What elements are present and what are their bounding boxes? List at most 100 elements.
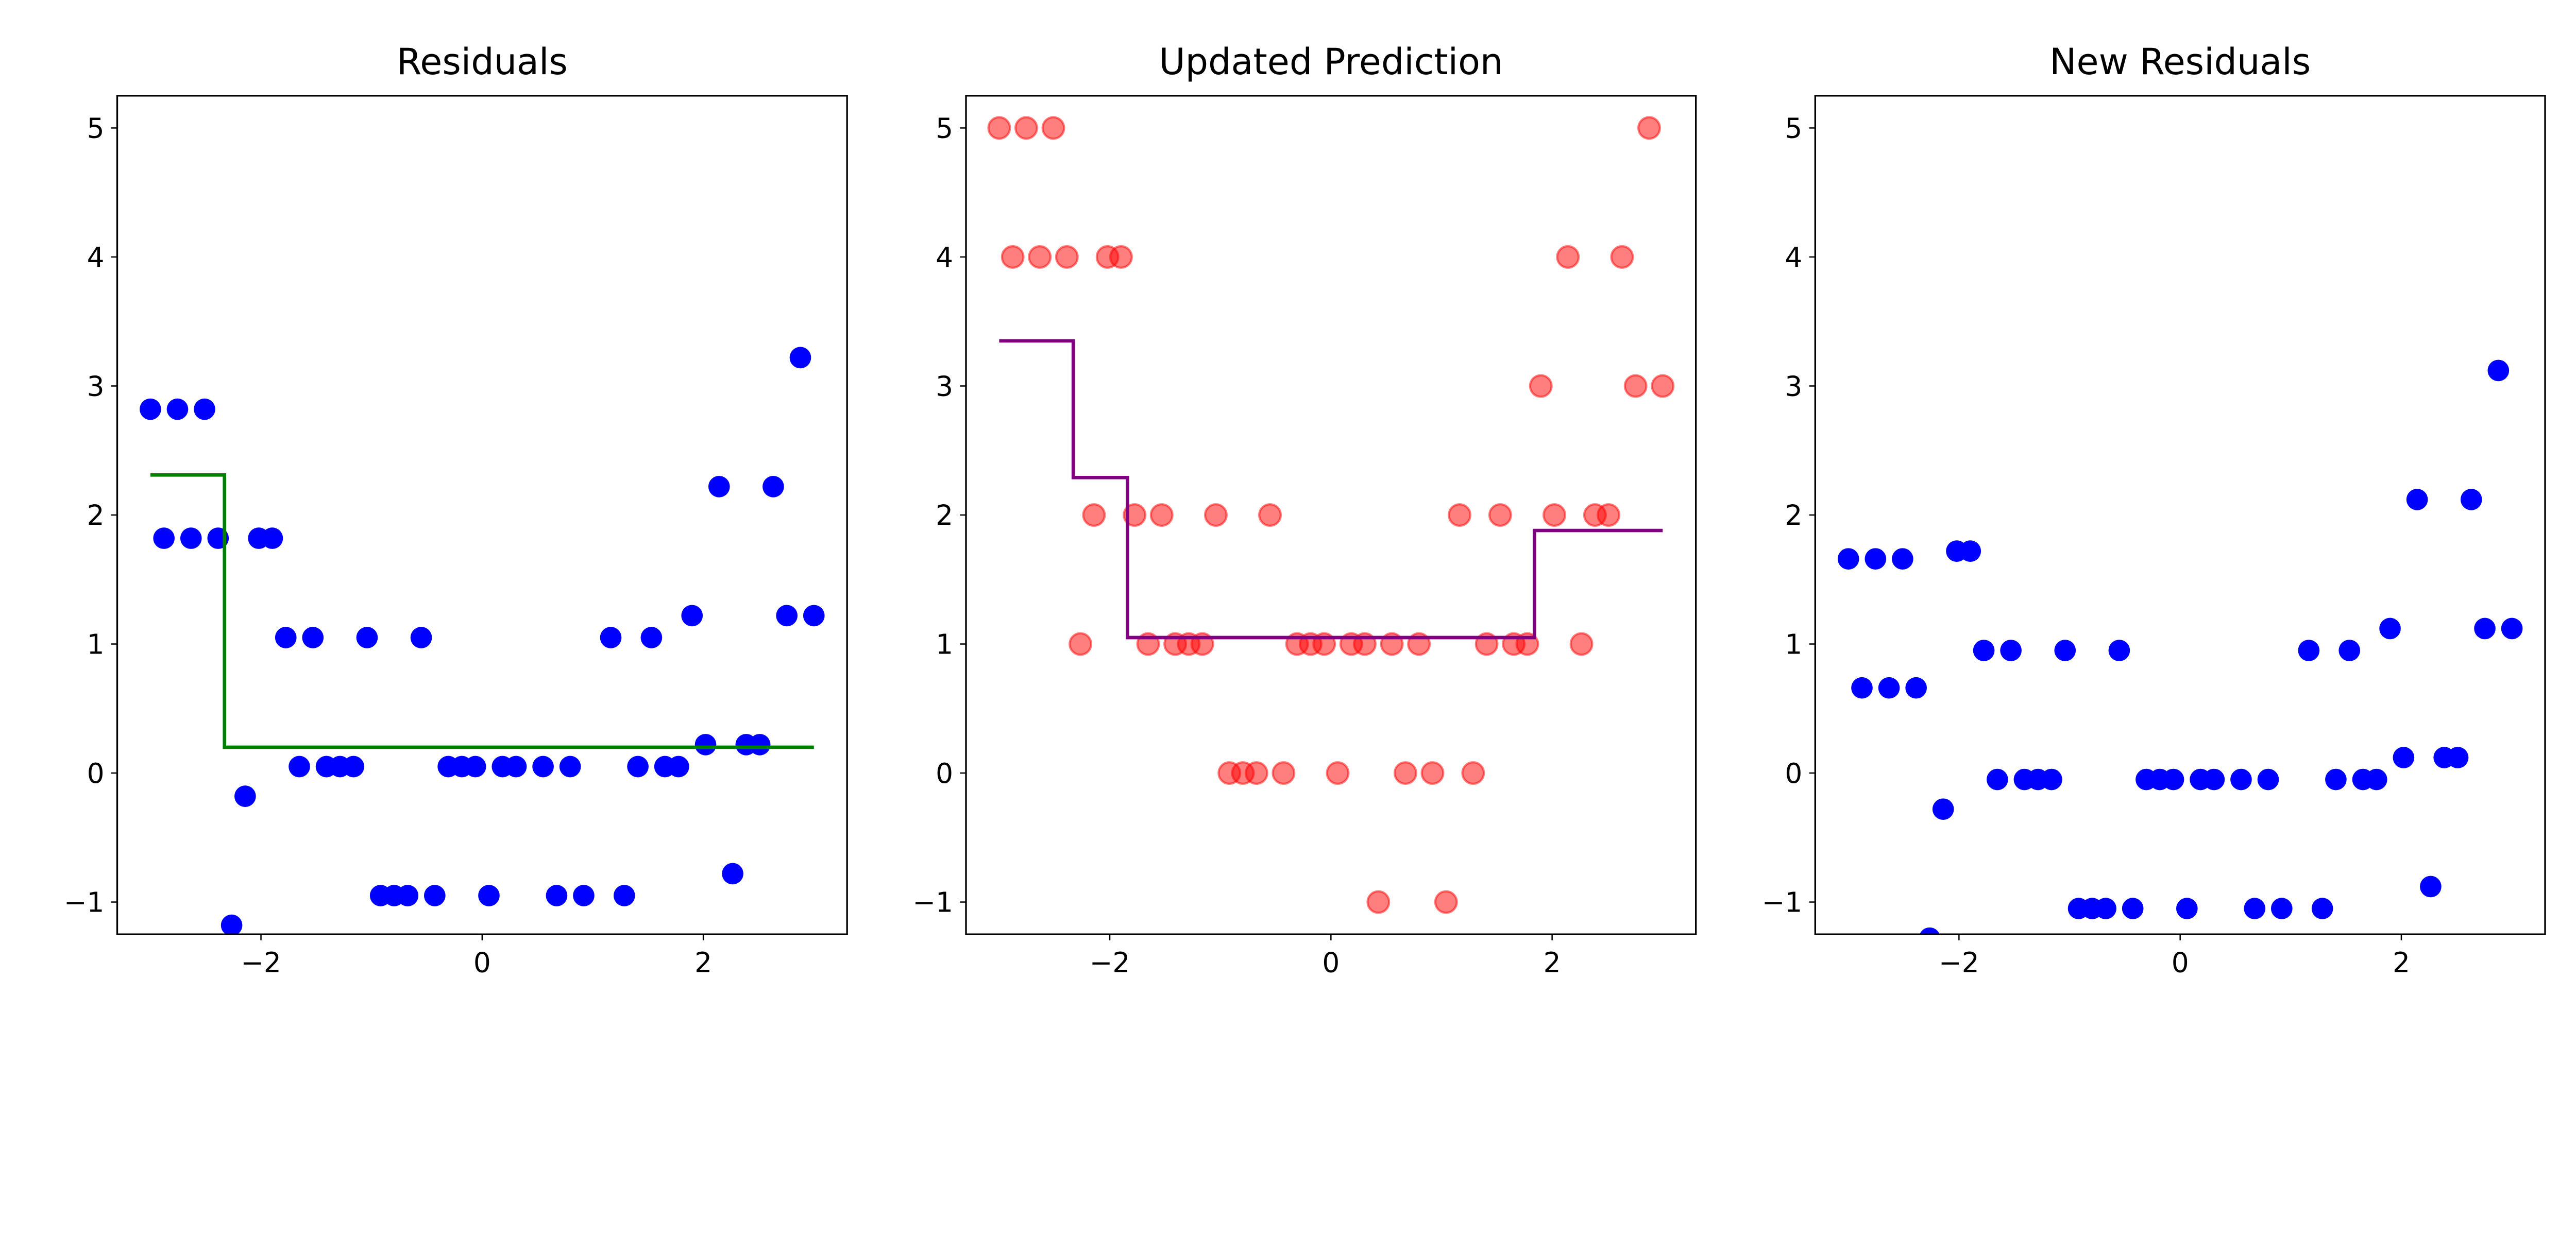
data-point xyxy=(464,756,486,778)
data-point xyxy=(302,627,324,648)
data-point xyxy=(1610,245,1634,269)
data-point xyxy=(776,605,798,627)
chart-title: Residuals xyxy=(397,41,568,83)
data-point xyxy=(2393,747,2415,768)
data-point xyxy=(694,734,717,756)
data-point xyxy=(2379,617,2401,640)
data-point xyxy=(2162,768,2184,791)
y-tick-label: 0 xyxy=(936,757,953,789)
data-point xyxy=(1919,927,1940,935)
data-point xyxy=(1123,503,1147,527)
data-point xyxy=(2298,640,2320,661)
data-point xyxy=(1448,503,1471,527)
y-tick-label: 1 xyxy=(1785,628,1802,661)
data-point xyxy=(640,627,663,648)
data-point xyxy=(1651,374,1675,398)
plot-area xyxy=(140,347,825,1030)
data-point xyxy=(1878,677,1900,699)
data-point xyxy=(627,756,649,778)
data-point xyxy=(1556,245,1580,269)
subplot-1: Residuals −2 0 2 −1 0 1 2 3 4 5 xyxy=(64,41,848,1030)
data-point xyxy=(1488,503,1512,527)
data-point xyxy=(140,398,161,420)
plot-area xyxy=(987,116,1675,914)
data-point xyxy=(1623,374,1648,398)
data-point xyxy=(762,476,784,497)
data-point xyxy=(1041,116,1065,140)
data-point xyxy=(1272,761,1296,785)
data-point xyxy=(289,756,310,778)
data-point xyxy=(681,605,703,627)
data-point xyxy=(1461,761,1485,785)
data-point xyxy=(2365,768,2387,791)
data-point xyxy=(2122,898,2144,919)
data-point xyxy=(1149,503,1174,527)
data-point xyxy=(2095,898,2116,919)
data-point xyxy=(424,885,446,906)
data-point xyxy=(2406,489,2428,510)
data-point xyxy=(153,527,175,549)
data-point xyxy=(1865,548,1887,570)
x-tick-label: −2 xyxy=(241,947,281,979)
data-point xyxy=(1055,245,1079,269)
data-point xyxy=(275,627,297,648)
y-tick-label: 0 xyxy=(87,757,105,789)
y-tick-label: 5 xyxy=(1785,112,1802,145)
data-point xyxy=(1366,890,1391,914)
y-tick-label: 3 xyxy=(936,370,953,403)
data-point xyxy=(1069,632,1093,656)
y-tick-label: 2 xyxy=(87,499,105,531)
y-tick-label: 5 xyxy=(936,112,953,145)
data-point xyxy=(505,756,527,778)
subplot-3: New Residuals −2 0 2 −1 0 1 2 3 4 5 xyxy=(1762,41,2546,1030)
data-point xyxy=(2447,747,2469,768)
data-point xyxy=(166,398,189,420)
data-point xyxy=(559,756,581,778)
data-point xyxy=(1393,761,1417,785)
data-point xyxy=(410,627,432,648)
y-tick-label: 2 xyxy=(1785,499,1802,531)
x-tick-label: 2 xyxy=(2393,947,2410,979)
data-point xyxy=(397,885,419,906)
data-point xyxy=(2474,617,2496,640)
data-point xyxy=(1851,677,1873,699)
data-point xyxy=(2000,640,2022,661)
data-point xyxy=(2054,640,2076,661)
y-tick-label: 1 xyxy=(87,628,105,661)
x-tick-label: −2 xyxy=(1090,947,1130,979)
data-point xyxy=(2420,876,2442,898)
data-point xyxy=(1082,503,1106,527)
data-point xyxy=(2244,898,2266,919)
data-point xyxy=(1326,761,1350,785)
series-line-tree-fit xyxy=(150,473,814,749)
data-point xyxy=(1837,548,1859,570)
subplot-2: Updated Prediction −2 0 2 −1 0 1 2 3 4 5 xyxy=(912,41,1697,979)
data-point xyxy=(2041,768,2062,791)
y-tick-label: 3 xyxy=(1785,370,1802,403)
data-point xyxy=(2284,1027,2306,1030)
data-point xyxy=(1258,503,1282,527)
data-point xyxy=(2176,898,2198,919)
y-tick-label: −1 xyxy=(1762,886,1803,919)
plot-area xyxy=(1837,359,2523,1030)
data-point xyxy=(261,527,283,549)
x-tick-label: 0 xyxy=(1322,947,1340,979)
data-point xyxy=(519,1014,540,1030)
data-point xyxy=(1204,503,1228,527)
data-point xyxy=(613,885,635,906)
data-point xyxy=(708,476,730,497)
data-point xyxy=(1420,761,1445,785)
data-point xyxy=(1597,503,1621,527)
data-point xyxy=(546,885,568,906)
data-point xyxy=(1637,116,1661,140)
data-point xyxy=(1001,245,1025,269)
data-point xyxy=(1987,768,2008,791)
data-point xyxy=(2257,768,2279,791)
data-point xyxy=(586,1014,608,1030)
data-point xyxy=(1014,116,1038,140)
x-tick-label: 0 xyxy=(473,947,491,979)
data-point xyxy=(234,785,256,807)
data-point xyxy=(2501,617,2523,640)
x-tick-label: 2 xyxy=(694,947,712,979)
data-point xyxy=(2460,489,2482,510)
